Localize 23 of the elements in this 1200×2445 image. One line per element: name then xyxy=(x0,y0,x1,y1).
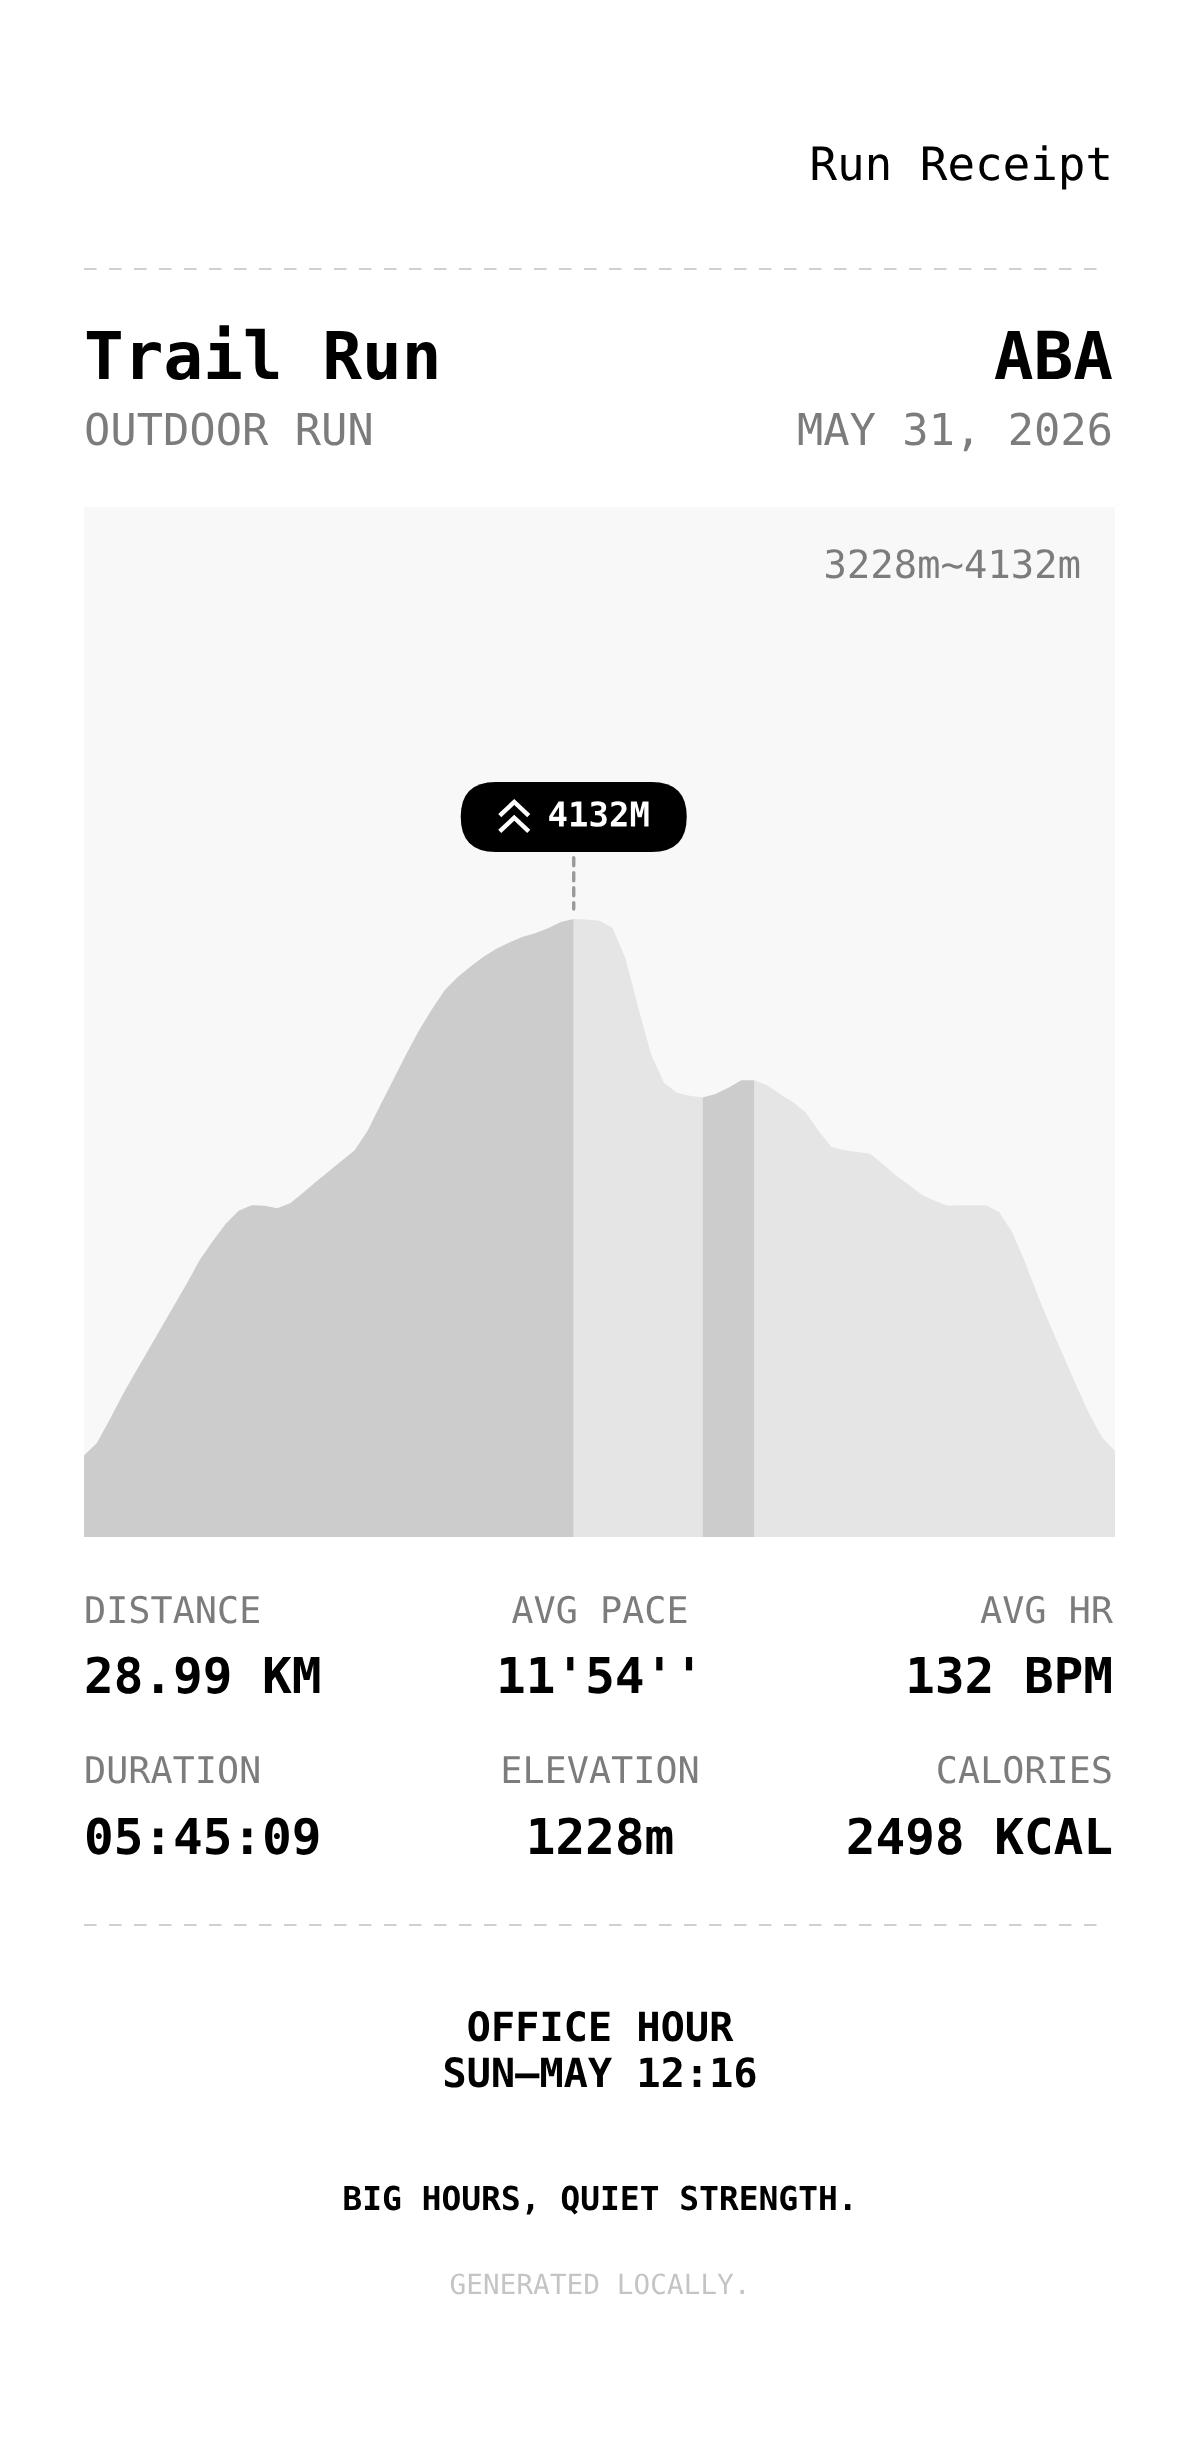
text: 28.99 KM xyxy=(86,1656,320,1694)
text: SUN—MAY 12:16 xyxy=(444,2057,756,2088)
chart-subtitle: OUTDOOR RUN xyxy=(86,412,371,446)
text: 4132M xyxy=(549,801,649,827)
text: CALORIES xyxy=(938,1755,1111,1784)
text: GENERATED LOCALLY. xyxy=(450,2273,744,2295)
text: 11'54'' xyxy=(500,1657,693,1694)
text: BIG HOURS, QUIET STRENGTH. xyxy=(344,2185,851,2215)
text: AVG HR xyxy=(980,1595,1113,1624)
text: 2498 KCAL xyxy=(848,1817,1112,1855)
text: AVG PACE xyxy=(512,1595,687,1624)
text: OFFICE HOUR xyxy=(468,2011,734,2042)
text: ABA xyxy=(994,330,1112,379)
text: MAY 31, 2026 xyxy=(798,412,1111,452)
text: ELEVATION xyxy=(503,1755,698,1784)
text: 3228m~4132m xyxy=(826,549,1080,579)
chart-title: Trail Run xyxy=(86,325,437,380)
text: 132 BPM xyxy=(909,1656,1111,1694)
text: DISTANCE xyxy=(86,1595,259,1624)
text: 05:45:09 xyxy=(86,1817,319,1855)
text: Run Receipt xyxy=(812,145,1109,190)
text: DURATION xyxy=(86,1755,259,1784)
text: 1228m xyxy=(530,1817,673,1855)
